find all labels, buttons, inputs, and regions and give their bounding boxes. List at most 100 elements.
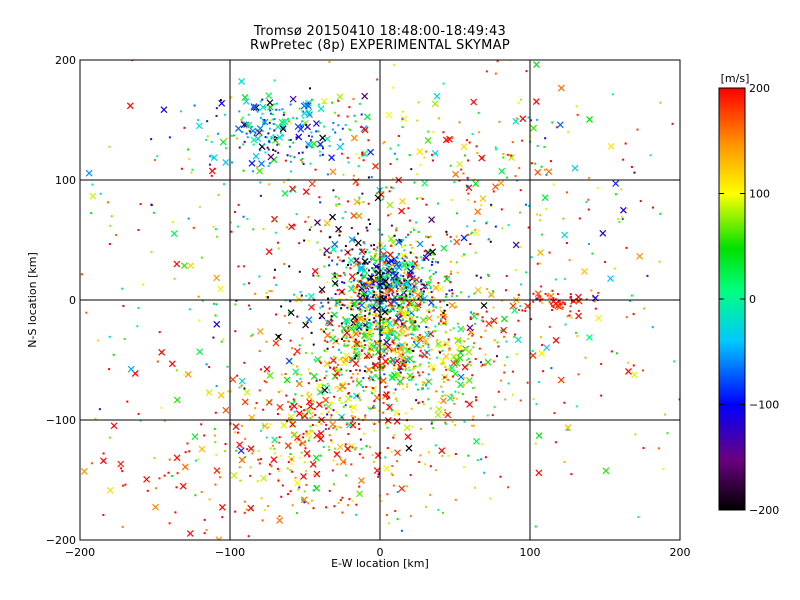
point-dot xyxy=(625,316,628,319)
point-dot xyxy=(492,190,495,193)
point-dot xyxy=(357,303,360,306)
point-dot xyxy=(346,115,349,118)
point-x-marker xyxy=(270,456,278,464)
point-dot xyxy=(344,245,347,248)
point-x-stroke xyxy=(439,357,447,365)
point-dot xyxy=(357,165,360,168)
point-dot xyxy=(395,280,398,283)
point-dot xyxy=(205,528,208,531)
point-dot xyxy=(671,122,674,125)
point-dot xyxy=(362,456,365,459)
point-dot xyxy=(391,340,394,343)
point-x-stroke xyxy=(388,305,396,313)
point-dot xyxy=(355,503,358,506)
point-dot xyxy=(300,373,303,376)
point-dot xyxy=(562,217,565,220)
point-dot xyxy=(131,60,134,62)
point-x-stroke xyxy=(396,284,404,292)
point-dot xyxy=(476,152,479,155)
point-dot xyxy=(498,120,501,123)
point-x-stroke xyxy=(218,503,226,511)
point-x-stroke xyxy=(581,268,588,275)
point-x-marker xyxy=(279,125,287,133)
point-dot xyxy=(312,507,315,510)
point-dot xyxy=(380,500,383,503)
point-dot xyxy=(382,300,385,303)
point-dot xyxy=(451,292,454,295)
point-dot xyxy=(545,174,548,177)
point-dot xyxy=(399,241,402,244)
point-dot xyxy=(262,408,265,411)
point-dot xyxy=(546,294,549,297)
point-dot xyxy=(467,363,470,366)
point-dot xyxy=(636,128,639,131)
point-dot xyxy=(391,306,394,309)
point-dot xyxy=(455,294,458,297)
point-dot xyxy=(520,139,523,142)
point-x-stroke xyxy=(347,256,355,264)
point-dot xyxy=(309,87,312,90)
point-dot xyxy=(208,498,211,501)
point-x-marker xyxy=(280,421,288,429)
point-dot xyxy=(375,192,378,195)
point-dot xyxy=(407,328,410,331)
point-x-stroke xyxy=(308,303,315,311)
point-dot xyxy=(410,378,413,381)
point-x-stroke xyxy=(382,358,390,365)
point-x-marker xyxy=(213,467,221,474)
point-dot xyxy=(412,327,415,330)
point-x-marker xyxy=(329,213,337,221)
point-dot xyxy=(593,300,596,303)
point-x-stroke xyxy=(236,441,244,449)
point-dot xyxy=(381,190,384,193)
point-x-marker xyxy=(474,286,482,294)
point-dot xyxy=(480,204,483,207)
point-x-stroke xyxy=(357,264,365,272)
point-dot xyxy=(400,343,403,346)
point-dot xyxy=(393,234,396,237)
point-dot xyxy=(360,283,363,286)
point-dot xyxy=(486,414,489,417)
point-dot xyxy=(377,339,380,342)
point-x-stroke xyxy=(442,136,450,144)
point-dot xyxy=(577,373,580,376)
point-dot xyxy=(139,203,142,206)
point-dot xyxy=(318,196,321,199)
point-dot xyxy=(334,131,337,134)
point-x-marker xyxy=(450,353,458,361)
point-dot xyxy=(369,354,372,357)
point-dot xyxy=(463,376,466,379)
point-dot xyxy=(331,441,334,444)
point-x-marker xyxy=(250,136,258,144)
point-dot xyxy=(507,382,510,385)
point-dot xyxy=(320,328,323,331)
point-dot xyxy=(295,117,298,120)
point-dot xyxy=(419,427,422,430)
point-x-marker xyxy=(393,260,401,268)
point-dot xyxy=(257,458,260,461)
point-x-stroke xyxy=(595,314,603,322)
point-x-stroke xyxy=(106,486,114,494)
point-x-stroke xyxy=(536,249,544,257)
point-x-marker xyxy=(381,308,389,316)
point-dot xyxy=(517,293,520,296)
point-dot xyxy=(343,381,346,384)
point-dot xyxy=(393,364,396,367)
point-dot xyxy=(400,240,403,243)
point-dot xyxy=(386,319,389,322)
point-x-marker xyxy=(382,358,390,365)
point-dot xyxy=(276,413,279,416)
point-dot xyxy=(409,243,412,246)
point-dot xyxy=(347,383,350,386)
point-dot xyxy=(255,402,258,405)
point-dot xyxy=(412,349,415,352)
point-x-marker xyxy=(535,469,543,477)
point-x-marker xyxy=(422,337,430,345)
point-x-marker xyxy=(186,530,194,537)
point-dot xyxy=(448,347,451,350)
point-dot xyxy=(352,308,355,311)
point-dot xyxy=(515,117,518,120)
point-dot xyxy=(393,434,396,437)
point-x-marker xyxy=(416,335,424,343)
point-dot xyxy=(341,217,344,220)
